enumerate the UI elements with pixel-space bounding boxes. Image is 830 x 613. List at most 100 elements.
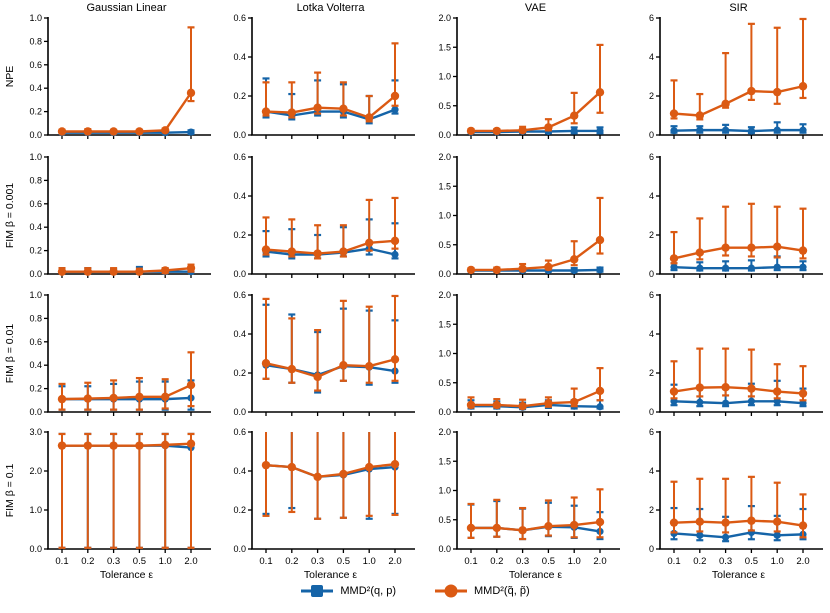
y-tick-label: 1.0 bbox=[438, 211, 451, 221]
subplot-row2-col2: 0.0 0.5 1.0 1.5 2.0 bbox=[438, 290, 620, 417]
series bbox=[58, 379, 195, 411]
y-tick-label: 0.4 bbox=[29, 360, 42, 370]
subplot-title: Lotka Volterra bbox=[297, 2, 366, 14]
y-tick-label: 0.0 bbox=[438, 407, 451, 417]
y-tick-label: 2.0 bbox=[438, 13, 451, 23]
legend-marker-blue bbox=[301, 585, 334, 597]
x-tick-label: 1.0 bbox=[568, 556, 581, 567]
y-tick-label: 0.5 bbox=[438, 378, 451, 388]
row-label: NPE bbox=[4, 66, 16, 88]
series bbox=[261, 432, 400, 520]
y-tick-label: 0.0 bbox=[233, 544, 246, 554]
y-tick-label: 0.5 bbox=[438, 101, 451, 111]
series bbox=[57, 263, 196, 276]
x-axis-label: Tolerance ε bbox=[509, 569, 562, 578]
y-tick-label: 2.0 bbox=[438, 290, 451, 300]
x-tick-label: 0.3 bbox=[719, 556, 732, 567]
series bbox=[261, 42, 400, 123]
y-tick-label: 6 bbox=[649, 427, 654, 437]
series bbox=[466, 196, 605, 275]
y-tick-label: 0.4 bbox=[29, 83, 42, 93]
y-tick-label: 2.0 bbox=[438, 427, 451, 437]
subplot-row2-col0: 0.0 0.2 0.4 0.6 0.8 1.0 FIM β = 0.01 bbox=[4, 290, 211, 417]
series bbox=[262, 77, 399, 125]
y-tick-label: 0.2 bbox=[29, 246, 42, 256]
y-tick-label: 2 bbox=[649, 368, 654, 378]
x-tick-label: 0.3 bbox=[107, 556, 120, 567]
y-tick-label: 3.0 bbox=[29, 427, 42, 437]
y-tick-label: 2 bbox=[649, 230, 654, 240]
series bbox=[261, 196, 400, 260]
x-tick-label: 0.1 bbox=[55, 556, 68, 567]
legend-label-mmd-qp: MMD²(q, p) bbox=[340, 585, 396, 597]
x-tick-label: 0.1 bbox=[667, 556, 680, 567]
y-tick-label: 0.6 bbox=[233, 13, 246, 23]
x-tick-label: 0.3 bbox=[311, 556, 324, 567]
y-tick-label: 0.2 bbox=[233, 368, 246, 378]
x-tick-label: 0.1 bbox=[464, 556, 477, 567]
y-tick-label: 2 bbox=[649, 91, 654, 101]
subplot-row1-col0: 0.0 0.2 0.4 0.6 0.8 1.0 FIM β = 0.001 bbox=[4, 152, 211, 279]
series bbox=[466, 488, 605, 541]
x-tick-label: 1.0 bbox=[159, 556, 172, 567]
y-tick-label: 2.0 bbox=[438, 152, 451, 162]
y-tick-label: 0.6 bbox=[29, 60, 42, 70]
series bbox=[58, 432, 195, 549]
y-tick-label: 0.4 bbox=[233, 466, 246, 476]
subplot-title: Gaussian Linear bbox=[86, 2, 166, 14]
row-label: FIM β = 0.1 bbox=[4, 464, 16, 518]
y-tick-label: 0.4 bbox=[233, 191, 246, 201]
y-tick-label: 0.0 bbox=[29, 544, 42, 554]
y-tick-label: 1.0 bbox=[438, 349, 451, 359]
y-tick-label: 4 bbox=[649, 191, 654, 201]
subplot-row3-col0: 0.0 1.0 2.0 3.0 0.1 0.2 0.3 0.5 1.0 2.0 Tolerance … bbox=[4, 427, 211, 578]
series bbox=[669, 202, 808, 265]
y-tick-label: 6 bbox=[649, 13, 654, 23]
row-label: FIM β = 0.01 bbox=[4, 324, 16, 384]
subplot-row0-col3: 0 2 4 6 SIR bbox=[649, 2, 823, 140]
y-tick-label: 0.0 bbox=[29, 269, 42, 279]
x-tick-label: 1.0 bbox=[771, 556, 784, 567]
subplot-row0-col1: 0.0 0.2 0.4 0.6 Lotka Volterra bbox=[233, 2, 415, 140]
y-tick-label: 0.8 bbox=[29, 313, 42, 323]
subplot-row0-col0: 0.0 0.2 0.4 0.6 0.8 1.0 Gaussian Linear NPE bbox=[4, 2, 211, 140]
subplot-row2-col1: 0.0 0.2 0.4 0.6 bbox=[233, 290, 415, 417]
y-tick-label: 0.4 bbox=[29, 222, 42, 232]
y-tick-label: 1.0 bbox=[29, 290, 42, 300]
x-axis-label: Tolerance ε bbox=[712, 569, 765, 578]
series bbox=[466, 43, 605, 136]
y-tick-label: 0.5 bbox=[438, 515, 451, 525]
series bbox=[669, 475, 808, 539]
y-tick-label: 4 bbox=[649, 52, 654, 62]
legend-label-mmd-qtpt: MMD²(q̃, p̃) bbox=[474, 585, 530, 597]
y-tick-label: 0 bbox=[649, 269, 654, 279]
series bbox=[466, 367, 605, 411]
y-tick-label: 1.5 bbox=[438, 319, 451, 329]
subplot-row0-col2: 0.0 0.5 1.0 1.5 2.0 VAE bbox=[438, 2, 620, 140]
y-tick-label: 1.0 bbox=[438, 72, 451, 82]
y-tick-label: 6 bbox=[649, 290, 654, 300]
y-tick-label: 0.0 bbox=[233, 130, 246, 140]
x-axis-label: Tolerance ε bbox=[100, 569, 153, 578]
row-label: FIM β = 0.001 bbox=[4, 183, 16, 248]
y-tick-label: 0.0 bbox=[29, 130, 42, 140]
y-tick-label: 0.2 bbox=[233, 230, 246, 240]
series bbox=[57, 351, 196, 411]
x-tick-label: 0.2 bbox=[285, 556, 298, 567]
y-tick-label: 0 bbox=[649, 407, 654, 417]
y-tick-label: 1.0 bbox=[29, 13, 42, 23]
legend: MMD²(q, p) MMD²(q̃, p̃) bbox=[0, 583, 830, 599]
y-tick-label: 1.5 bbox=[438, 456, 451, 466]
y-tick-label: 0.0 bbox=[438, 269, 451, 279]
x-tick-label: 0.5 bbox=[542, 556, 555, 567]
legend-marker-orange bbox=[435, 584, 467, 598]
y-tick-label: 0.5 bbox=[438, 240, 451, 250]
y-tick-label: 0.0 bbox=[438, 544, 451, 554]
series bbox=[670, 121, 807, 135]
x-tick-label: 0.1 bbox=[259, 556, 272, 567]
series bbox=[670, 255, 807, 272]
x-tick-label: 0.5 bbox=[133, 556, 146, 567]
series bbox=[670, 379, 807, 408]
